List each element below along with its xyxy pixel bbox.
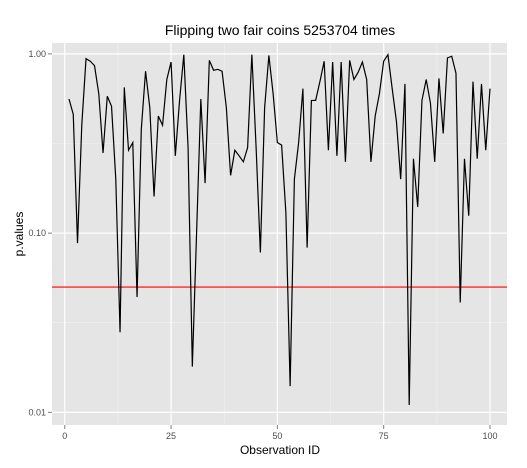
y-axis-ticks: 0.01 0.10 1.00 [28,49,52,417]
chart-title: Flipping two fair coins 5253704 times [165,22,395,38]
x-tick-label: 25 [166,431,176,441]
y-tick-label: 0.10 [28,228,46,238]
x-tick-label: 75 [379,431,389,441]
y-axis-label: p.values [12,212,26,257]
y-tick-label: 1.00 [28,49,46,59]
y-tick-label: 0.01 [28,407,46,417]
x-tick-label: 50 [272,431,282,441]
plot-panel [52,43,507,425]
x-axis-ticks: 0 25 50 75 100 [62,425,498,441]
x-axis-label: Observation ID [240,443,320,457]
x-tick-label: 100 [482,431,497,441]
grid-major [52,43,507,425]
x-tick-label: 0 [62,431,67,441]
series-line [68,52,491,405]
